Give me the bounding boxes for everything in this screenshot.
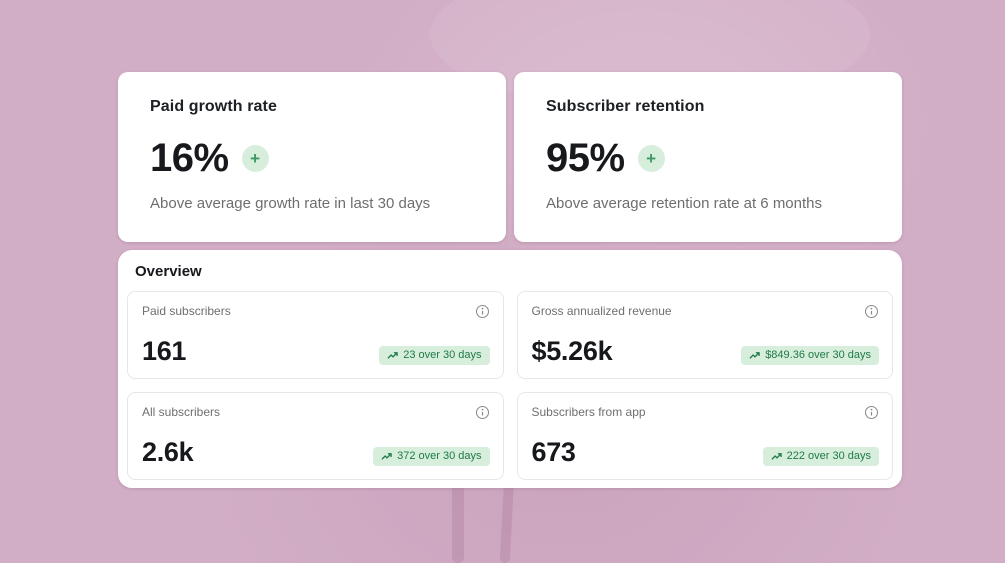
stat-label: Paid subscribers: [142, 304, 231, 318]
card-title: Subscriber retention: [546, 98, 705, 115]
stat-top-row: Gross annualized revenue: [532, 304, 880, 319]
stat-top-row: All subscribers: [142, 405, 490, 420]
trend-badge-text: $849.36 over 30 days: [765, 349, 871, 361]
stat-tile-gross-annualized-revenue: Gross annualized revenue $5.26k $849.36 …: [516, 291, 893, 379]
stat-value: 673: [531, 437, 576, 467]
trend-up-icon: [381, 453, 392, 460]
stat-label: All subscribers: [142, 405, 221, 419]
trend-up-icon: [749, 352, 760, 359]
stat-tile-all-subscribers: All subscribers 2.6k 372 over 30 days: [127, 392, 504, 480]
trend-badge-text: 23 over 30 days: [403, 349, 482, 361]
plus-icon: +: [241, 144, 269, 172]
stat-top-row: Paid subscribers: [142, 304, 490, 319]
info-icon[interactable]: [864, 405, 879, 420]
paid-growth-rate-card: Paid growth rate 16% + Above average gro…: [118, 72, 506, 242]
card-subtitle: Above average retention rate at 6 months: [546, 195, 823, 212]
trend-badge: 372 over 30 days: [373, 447, 490, 466]
stat-top-row: Subscribers from app: [532, 405, 880, 420]
card-subtitle: Above average growth rate in last 30 day…: [150, 195, 431, 212]
stat-value: $5.26k: [531, 336, 613, 366]
metric-value: 95%: [546, 136, 625, 180]
stat-label: Subscribers from app: [531, 405, 646, 419]
trend-up-icon: [387, 352, 398, 359]
metric-row: 16% +: [150, 138, 474, 178]
background-illustration-stem: [452, 468, 464, 563]
subscriber-retention-card: Subscriber retention 95% + Above average…: [514, 72, 902, 242]
background-illustration-stem: [499, 474, 515, 563]
metric-value: 16%: [150, 136, 229, 180]
info-icon[interactable]: [864, 304, 879, 319]
info-icon[interactable]: [475, 405, 490, 420]
trend-badge-text: 222 over 30 days: [786, 450, 871, 462]
overview-card: Overview Paid subscribers 161 23 over 30…: [118, 250, 902, 488]
stat-value: 161: [142, 336, 187, 366]
overview-title: Overview: [135, 263, 202, 280]
trend-badge: $849.36 over 30 days: [741, 346, 879, 365]
stat-tile-subscribers-from-app: Subscribers from app 673 222 over 30 day…: [516, 392, 893, 480]
trend-up-icon: [771, 453, 782, 460]
trend-badge: 222 over 30 days: [762, 447, 879, 466]
metric-row: 95% +: [546, 138, 870, 178]
stat-tile-paid-subscribers: Paid subscribers 161 23 over 30 days: [127, 291, 504, 379]
stat-bottom-row: $5.26k $849.36 over 30 days: [531, 336, 879, 366]
stat-value: 2.6k: [142, 437, 194, 467]
info-icon[interactable]: [475, 304, 490, 319]
plus-icon: +: [637, 144, 665, 172]
stat-bottom-row: 673 222 over 30 days: [531, 437, 879, 467]
stat-bottom-row: 161 23 over 30 days: [142, 338, 490, 365]
trend-badge: 23 over 30 days: [379, 346, 490, 365]
stat-label: Gross annualized revenue: [531, 304, 672, 318]
stat-bottom-row: 2.6k 372 over 30 days: [142, 439, 490, 466]
stats-grid: Paid subscribers 161 23 over 30 days Gro…: [127, 291, 893, 480]
trend-badge-text: 372 over 30 days: [397, 450, 482, 462]
card-title: Paid growth rate: [150, 98, 277, 115]
